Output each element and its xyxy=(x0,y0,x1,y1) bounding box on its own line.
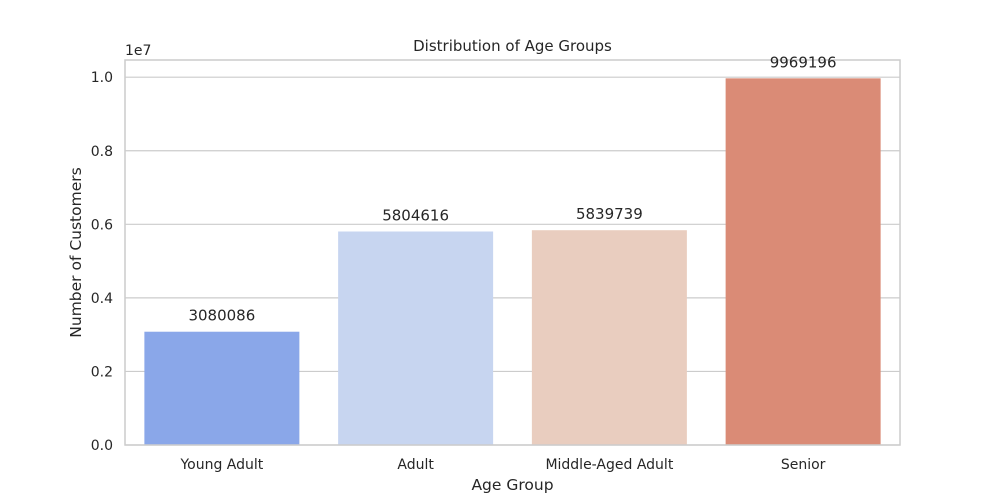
y-tick-label: 0.2 xyxy=(91,364,113,380)
bar-value-labels: 3080086 5804616 5839739 9969196 xyxy=(188,53,836,324)
y-tick-label: 0.6 xyxy=(91,217,113,233)
bar-value-label: 9969196 xyxy=(770,53,837,71)
y-axis-label: Number of Customers xyxy=(67,167,85,337)
bar xyxy=(725,78,881,445)
y-tick-label: 0.8 xyxy=(91,144,113,160)
y-tick-label: 0.0 xyxy=(91,438,113,454)
x-tick-labels: Young Adult Adult Middle-Aged Adult Senior xyxy=(179,457,825,473)
bar xyxy=(338,231,494,445)
y-tick-label: 0.4 xyxy=(91,291,113,307)
x-tick-label: Senior xyxy=(781,457,826,473)
y-tick-label: 1.0 xyxy=(91,70,113,86)
y-tick-labels: 0.0 0.2 0.4 0.6 0.8 1.0 xyxy=(91,70,113,454)
chart-title: Distribution of Age Groups xyxy=(413,37,612,55)
bars xyxy=(144,78,881,445)
bar-value-label: 3080086 xyxy=(188,307,255,325)
x-axis-label: Age Group xyxy=(471,476,553,494)
x-tick-label: Young Adult xyxy=(179,457,263,473)
bar-value-label: 5804616 xyxy=(382,207,449,225)
bar xyxy=(144,331,300,445)
x-tick-label: Adult xyxy=(397,457,434,473)
bar-value-label: 5839739 xyxy=(576,205,643,223)
bar xyxy=(531,230,687,445)
x-tick-label: Middle-Aged Adult xyxy=(545,457,673,473)
y-axis-offset-label: 1e7 xyxy=(125,43,151,59)
plot-frame xyxy=(124,59,901,446)
